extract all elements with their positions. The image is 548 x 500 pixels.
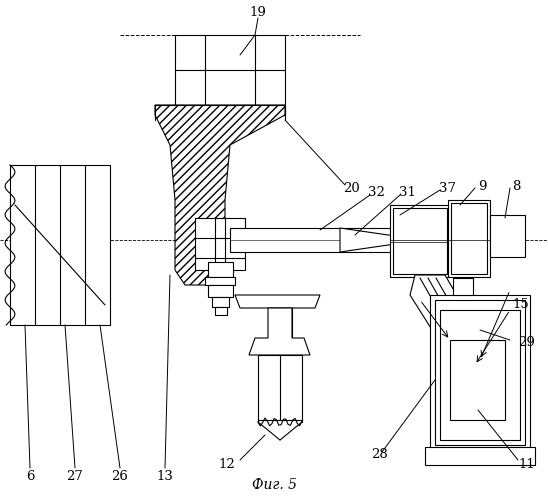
Text: 29: 29 [518,336,535,348]
Bar [435,300,525,445]
Bar [208,285,233,297]
Bar [440,310,520,440]
Bar [425,447,535,465]
Text: 9: 9 [478,180,486,192]
Bar [230,228,395,252]
Polygon shape [155,105,285,285]
Bar [490,215,525,257]
Bar [268,308,292,338]
Text: 28: 28 [372,448,389,462]
Polygon shape [249,308,310,355]
Text: 15: 15 [512,298,529,312]
Bar [451,203,487,274]
Polygon shape [448,200,490,277]
Bar [430,295,530,450]
Polygon shape [410,275,500,390]
Bar [195,218,245,270]
Text: 19: 19 [249,6,266,18]
Bar [10,165,110,325]
Text: 11: 11 [518,458,535,471]
Bar [175,35,285,115]
Bar [215,307,227,315]
Text: Фиг. 5: Фиг. 5 [252,478,296,492]
Bar [258,355,302,420]
Bar [390,205,450,277]
Text: 32: 32 [368,186,385,200]
Text: 26: 26 [112,470,128,484]
Text: 6: 6 [26,470,34,484]
Bar [212,297,229,307]
Text: 12: 12 [218,458,235,471]
Text: 13: 13 [157,470,173,484]
Text: 31: 31 [398,186,415,200]
Text: 37: 37 [438,182,455,194]
Bar [450,340,505,420]
Bar [453,278,473,295]
Bar [208,262,233,277]
Text: 8: 8 [512,180,520,192]
Text: 27: 27 [66,470,83,484]
Bar [393,208,447,274]
Polygon shape [235,295,320,308]
Text: 20: 20 [344,182,361,194]
Bar [205,277,235,285]
Polygon shape [340,228,395,252]
